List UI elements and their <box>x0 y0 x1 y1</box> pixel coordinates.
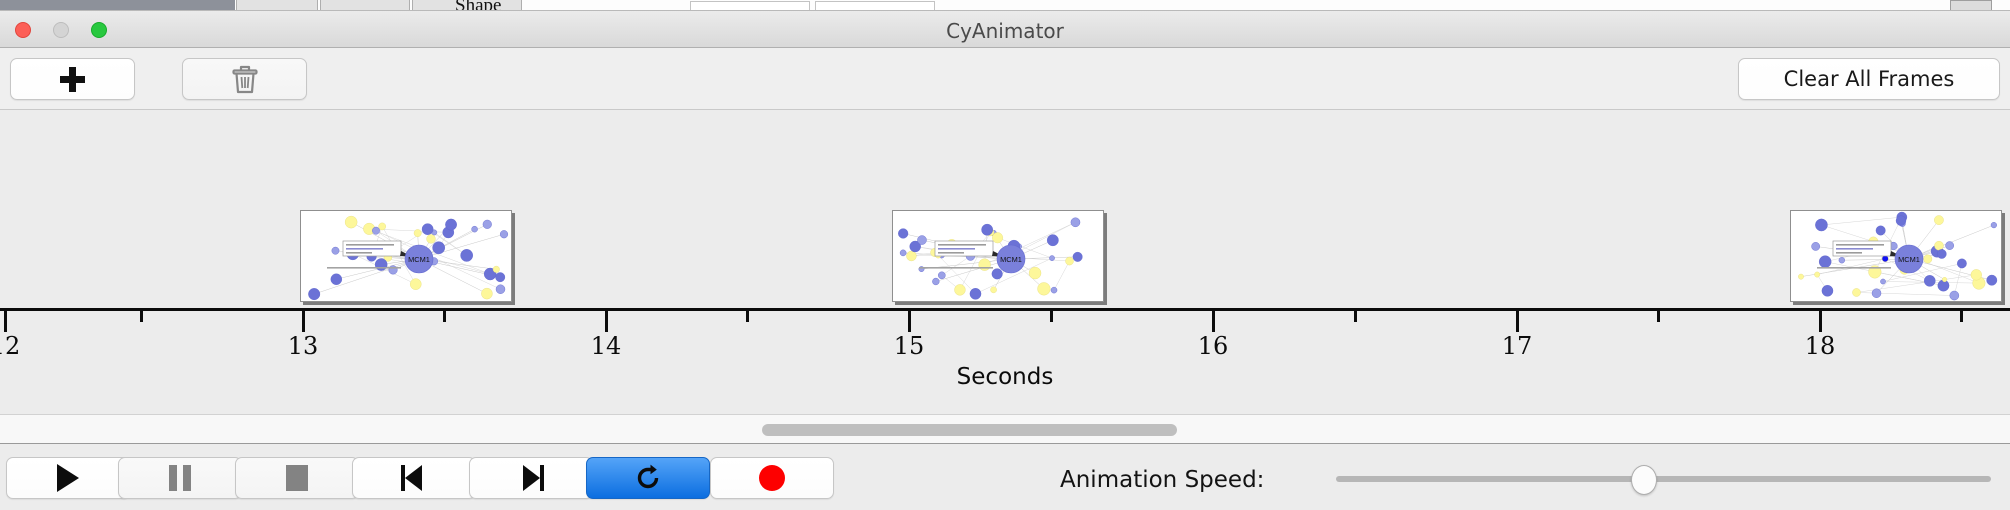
animation-speed-label: Animation Speed: <box>1060 467 1265 493</box>
playback-control-bar: Animation Speed: <box>0 445 2010 510</box>
svg-text:MCM1: MCM1 <box>1000 255 1022 264</box>
pause-button[interactable] <box>118 457 242 499</box>
axis-tick-label: 14 <box>590 332 622 360</box>
minimize-icon[interactable] <box>53 22 69 38</box>
axis-tick-major <box>302 311 305 332</box>
axis-tick-major <box>908 311 911 332</box>
clear-all-frames-button[interactable]: Clear All Frames <box>1738 58 2000 100</box>
clear-all-frames-label: Clear All Frames <box>1783 67 1955 91</box>
play-button[interactable] <box>6 457 130 499</box>
axis-tick-minor <box>443 311 446 322</box>
axis-tick-minor <box>1960 311 1963 322</box>
frame-thumbnail[interactable]: MCM1 <box>892 210 1104 302</box>
axis-tick-major <box>1212 311 1215 332</box>
axis-tick-minor <box>1354 311 1357 322</box>
background-shape-label: Shape <box>455 0 502 11</box>
record-icon <box>759 465 785 491</box>
background-tab <box>0 0 235 10</box>
scrollbar-thumb[interactable] <box>762 424 1177 436</box>
page-title: CyAnimator <box>946 19 1064 43</box>
background-field <box>815 1 935 10</box>
axis-title: Seconds <box>956 364 1054 390</box>
skip-forward-icon <box>518 465 544 491</box>
record-button[interactable] <box>710 457 834 499</box>
frame-thumbnail-image: MCM1 <box>1791 211 2001 301</box>
background-window-strip: Shape <box>0 0 2010 11</box>
background-segment <box>320 0 410 10</box>
axis-tick-label: 13 <box>287 332 319 360</box>
add-frame-button[interactable] <box>10 58 135 100</box>
axis-tick-minor <box>1657 311 1660 322</box>
stop-button[interactable] <box>235 457 359 499</box>
axis-tick-minor <box>140 311 143 322</box>
stop-icon <box>286 465 308 491</box>
animation-speed-slider[interactable] <box>1336 476 1991 482</box>
axis-tick-label: 15 <box>893 332 925 360</box>
frame-thumbnail[interactable]: MCM1 <box>1790 210 2002 302</box>
axis-tick-major <box>605 311 608 332</box>
frame-thumbnail[interactable]: MCM1 <box>300 210 512 302</box>
background-segment <box>412 0 522 10</box>
toolbar: Clear All Frames <box>0 48 2010 110</box>
trash-icon <box>231 65 258 94</box>
frame-thumbnail-image: MCM1 <box>301 211 511 301</box>
plus-icon <box>60 66 85 92</box>
delete-frame-button[interactable] <box>182 58 307 100</box>
axis-tick-label: 17 <box>1501 332 1533 360</box>
skip-forward-button[interactable] <box>469 457 593 499</box>
background-field <box>690 1 810 10</box>
svg-text:MCM1: MCM1 <box>1898 255 1920 264</box>
title-bar: CyAnimator <box>0 11 2010 48</box>
skip-back-icon <box>401 465 427 491</box>
background-segment <box>236 0 318 10</box>
svg-text:MCM1: MCM1 <box>408 255 430 264</box>
close-icon[interactable] <box>15 22 31 38</box>
axis-tick-major <box>4 311 7 332</box>
axis-tick-label: 16 <box>1197 332 1229 360</box>
axis-tick-major <box>1516 311 1519 332</box>
axis-tick-label: 12 <box>0 332 21 360</box>
loop-button[interactable] <box>586 457 710 499</box>
axis-tick-minor <box>746 311 749 322</box>
axis-tick-minor <box>1050 311 1053 322</box>
timeline-scrollbar[interactable] <box>0 415 2010 444</box>
frame-thumbnail-image: MCM1 <box>893 211 1103 301</box>
axis-tick-label: 18 <box>1804 332 1836 360</box>
maximize-icon[interactable] <box>91 22 107 38</box>
axis-tick-major <box>1819 311 1822 332</box>
skip-back-button[interactable] <box>352 457 476 499</box>
timeline-axis <box>0 308 2010 311</box>
play-icon <box>57 464 79 492</box>
timeline-panel[interactable]: MCM1 MCM1 MCM1 12 13 14 15 16 17 18 Seconds <box>0 110 2010 415</box>
pause-icon <box>169 465 191 491</box>
animation-speed-slider-knob[interactable] <box>1631 465 1657 495</box>
loop-icon <box>637 464 659 489</box>
background-corner-box <box>1950 0 1992 10</box>
